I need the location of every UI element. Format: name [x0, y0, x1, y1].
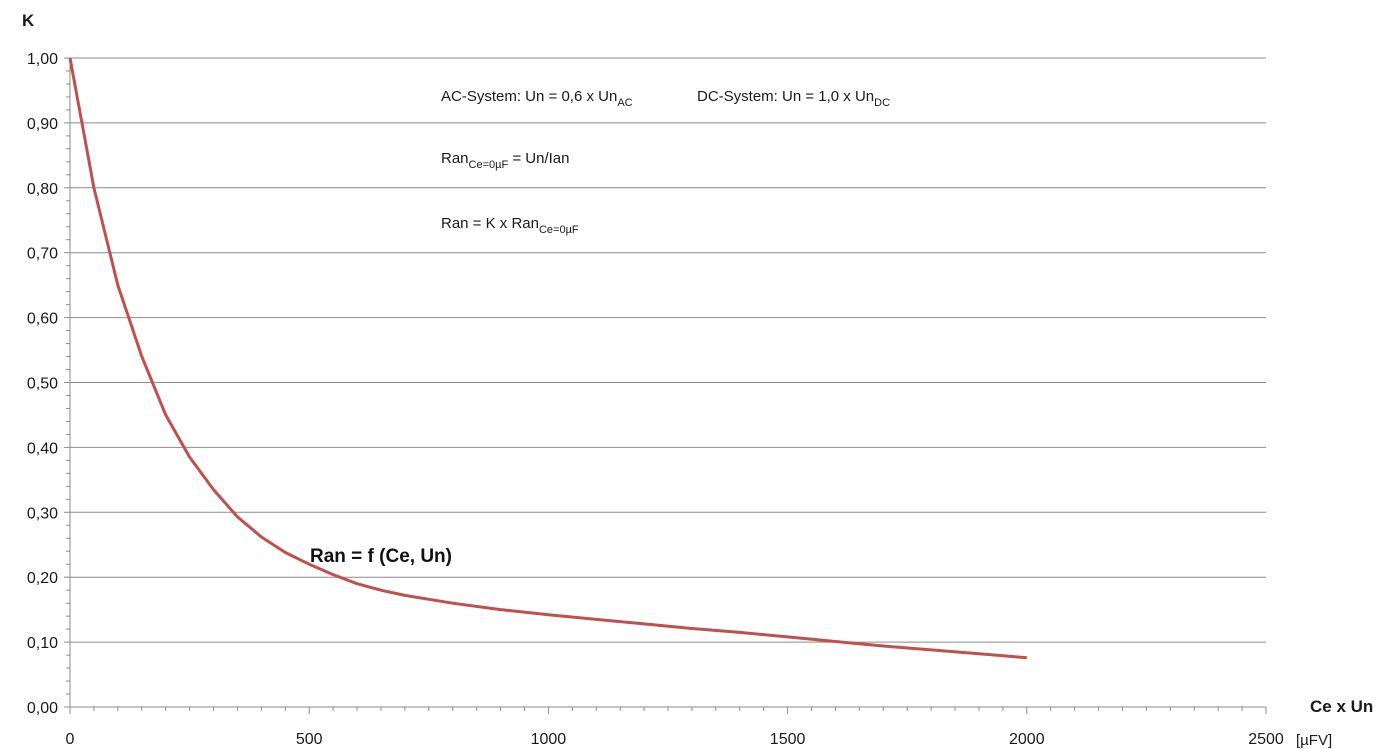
formula-ran-zero: RanCe=0µF = Un/Ian [441, 150, 570, 171]
dc-system-note: DC-System: Un = 1,0 x UnDC [697, 88, 890, 109]
y-tick-label: 0,20 [27, 570, 58, 587]
y-tick-label: 0,80 [27, 181, 58, 198]
minor-ticks [64, 57, 1267, 714]
y-tick-label: 0,00 [27, 700, 58, 717]
grid-lines [70, 57, 1266, 708]
y-tick-label: 0,40 [27, 440, 58, 457]
x-tick-label: 500 [296, 731, 323, 748]
y-tick-label: 0,10 [27, 635, 58, 652]
curve-label: Ran = f (Ce, Un) [310, 546, 452, 567]
x-tick-label: 1500 [770, 731, 806, 748]
x-axis-title: Ce x Un [1310, 697, 1373, 716]
y-axis-title: K [22, 11, 35, 30]
x-tick-label: 0 [66, 731, 75, 748]
formula-ran-k: Ran = K x RanCe=0µF [441, 215, 579, 236]
y-tick-label: 0,60 [27, 311, 58, 328]
x-tick-label: 2000 [1009, 731, 1045, 748]
x-tick-label: 2500 [1248, 731, 1284, 748]
y-tick-label: 0,50 [27, 376, 58, 393]
series-line [68, 57, 1027, 660]
y-tick-labels: 0,00 0,10 0,20 0,30 0,40 0,50 0,60 0,70 0,80 0,90… [27, 51, 58, 717]
y-tick-label: 0,90 [27, 116, 58, 133]
x-axis-unit: [µFV] [1296, 732, 1332, 749]
y-tick-label: 0,30 [27, 505, 58, 522]
y-tick-label: 0,70 [27, 246, 58, 263]
ac-system-note: AC-System: Un = 0,6 x UnAC [441, 88, 633, 109]
x-tick-label: 1000 [531, 731, 567, 748]
y-tick-label: 1,00 [27, 51, 58, 68]
x-tick-labels: 0 500 1000 1500 2000 2500 [66, 731, 1284, 748]
